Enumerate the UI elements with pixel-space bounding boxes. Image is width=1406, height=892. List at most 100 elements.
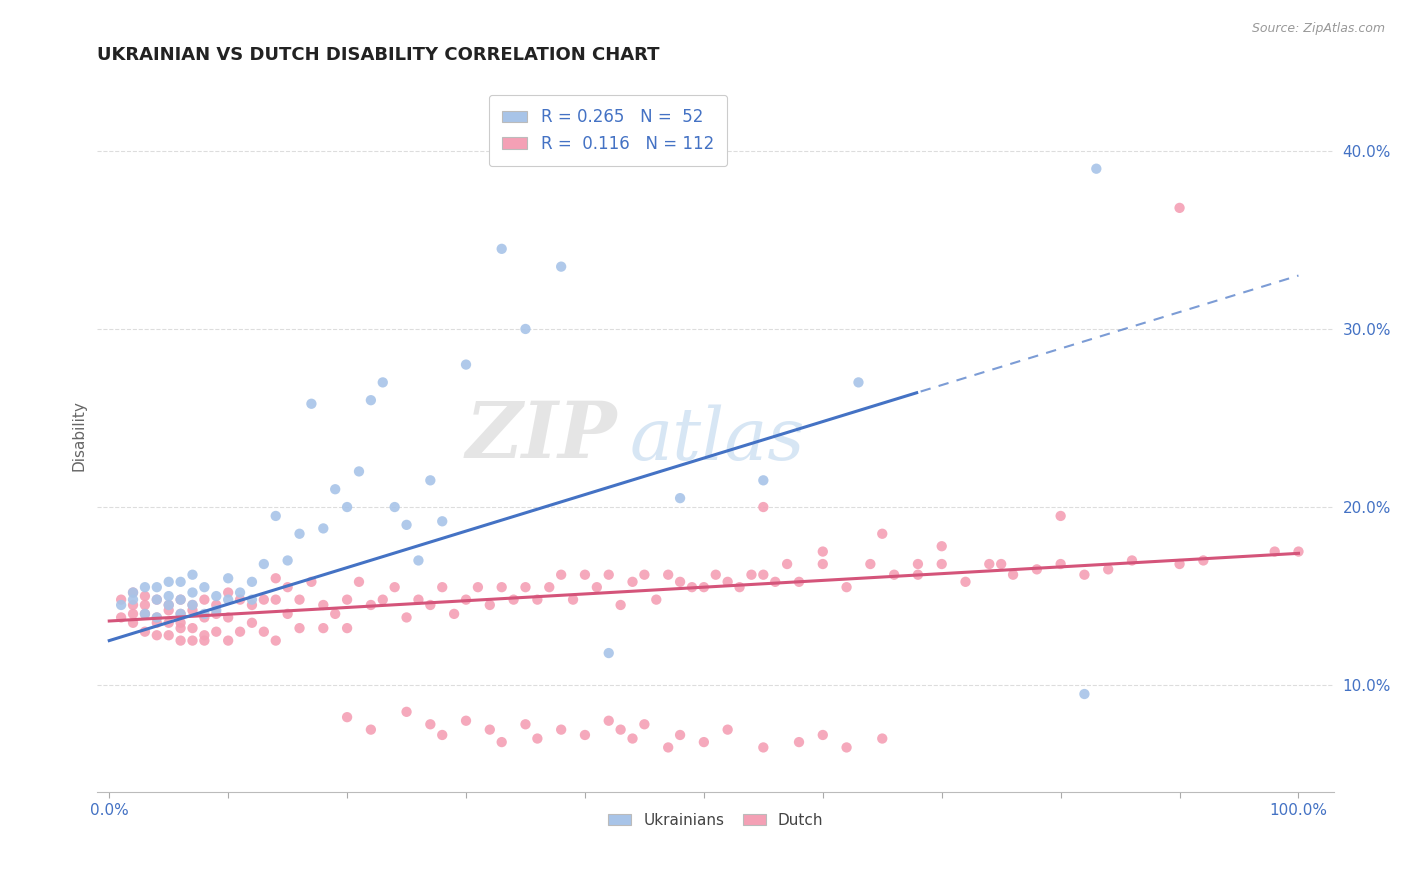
Point xyxy=(360,393,382,408)
Point xyxy=(454,714,477,728)
Point xyxy=(157,589,180,603)
Point xyxy=(146,610,169,624)
Point xyxy=(134,580,156,594)
Point xyxy=(229,585,252,599)
Point xyxy=(146,615,169,630)
Point xyxy=(432,580,454,594)
Point xyxy=(253,592,276,607)
Point xyxy=(1168,201,1191,215)
Point xyxy=(491,580,513,594)
Point xyxy=(681,580,703,594)
Point xyxy=(122,615,145,630)
Point xyxy=(134,624,156,639)
Point xyxy=(312,621,335,635)
Point xyxy=(277,580,299,594)
Point xyxy=(264,592,287,607)
Point xyxy=(181,598,204,612)
Point xyxy=(1073,567,1095,582)
Point xyxy=(110,610,132,624)
Point xyxy=(299,397,322,411)
Point xyxy=(763,574,786,589)
Point xyxy=(491,242,513,256)
Point xyxy=(907,557,929,571)
Point xyxy=(193,592,215,607)
Point xyxy=(312,598,335,612)
Point xyxy=(704,567,727,582)
Point xyxy=(835,580,858,594)
Point xyxy=(146,628,169,642)
Point xyxy=(157,603,180,617)
Point xyxy=(288,592,311,607)
Legend: Ukrainians, Dutch: Ukrainians, Dutch xyxy=(602,807,830,834)
Point xyxy=(669,491,692,505)
Point xyxy=(432,728,454,742)
Point xyxy=(253,557,276,571)
Point xyxy=(193,628,215,642)
Point xyxy=(299,574,322,589)
Point xyxy=(395,610,418,624)
Point xyxy=(811,557,834,571)
Point xyxy=(1168,557,1191,571)
Point xyxy=(907,567,929,582)
Point xyxy=(454,592,477,607)
Point xyxy=(811,544,834,558)
Point xyxy=(134,589,156,603)
Point xyxy=(193,580,215,594)
Point xyxy=(1288,544,1310,558)
Point xyxy=(169,615,191,630)
Point xyxy=(752,567,775,582)
Point xyxy=(264,571,287,585)
Point xyxy=(157,574,180,589)
Point xyxy=(408,553,430,567)
Point xyxy=(515,580,537,594)
Point xyxy=(122,592,145,607)
Point xyxy=(169,574,191,589)
Point xyxy=(217,592,239,607)
Point xyxy=(347,465,370,479)
Point xyxy=(157,615,180,630)
Point xyxy=(574,567,596,582)
Point xyxy=(217,571,239,585)
Point xyxy=(146,580,169,594)
Point xyxy=(323,607,346,621)
Point xyxy=(609,723,631,737)
Point xyxy=(360,598,382,612)
Point xyxy=(574,728,596,742)
Point xyxy=(181,585,204,599)
Point xyxy=(931,539,953,553)
Point xyxy=(240,592,263,607)
Point xyxy=(979,557,1001,571)
Point xyxy=(264,633,287,648)
Point xyxy=(205,598,228,612)
Point xyxy=(264,508,287,523)
Point xyxy=(811,728,834,742)
Point xyxy=(347,574,370,589)
Point xyxy=(491,735,513,749)
Point xyxy=(157,598,180,612)
Point xyxy=(253,624,276,639)
Point xyxy=(1097,562,1119,576)
Point xyxy=(955,574,977,589)
Point xyxy=(657,740,679,755)
Point xyxy=(1073,687,1095,701)
Point xyxy=(134,607,156,621)
Point xyxy=(870,731,893,746)
Point xyxy=(181,598,204,612)
Point xyxy=(384,580,406,594)
Point xyxy=(432,514,454,528)
Point xyxy=(478,723,501,737)
Point xyxy=(134,598,156,612)
Point xyxy=(157,628,180,642)
Point xyxy=(633,717,655,731)
Point xyxy=(323,482,346,496)
Point xyxy=(990,557,1012,571)
Point xyxy=(669,574,692,589)
Point xyxy=(288,621,311,635)
Point xyxy=(859,557,882,571)
Point xyxy=(693,580,716,594)
Point xyxy=(395,705,418,719)
Point xyxy=(408,592,430,607)
Point xyxy=(562,592,585,607)
Point xyxy=(717,574,740,589)
Point xyxy=(419,717,441,731)
